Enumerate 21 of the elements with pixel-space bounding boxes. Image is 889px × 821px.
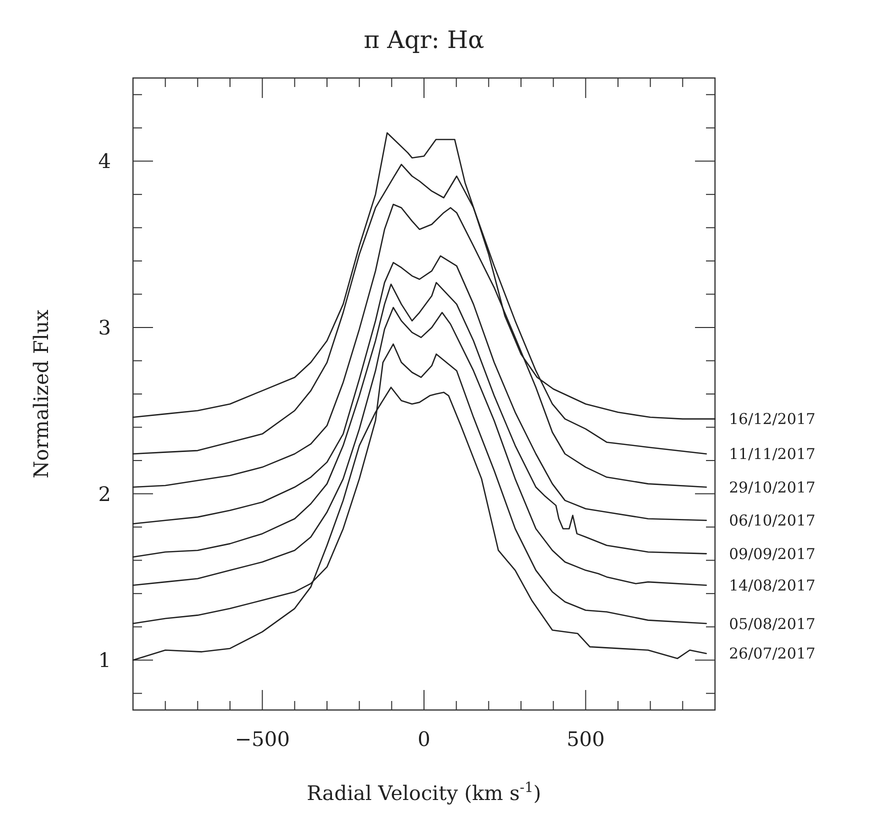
chart-title: π Aqr: Hα: [364, 26, 484, 54]
series-label: 26/07/2017: [729, 644, 816, 663]
series-label: 11/11/2017: [729, 445, 816, 464]
y-tick-label: 1: [98, 648, 111, 672]
y-axis-title: Normalized Flux: [29, 308, 53, 478]
series-label: 05/08/2017: [729, 614, 816, 633]
series-label: 29/10/2017: [729, 478, 816, 496]
y-tick-label: 2: [98, 482, 111, 506]
line-series: [132, 306, 707, 586]
y-tick-label: 4: [98, 149, 111, 174]
x-tick-label: 0: [418, 727, 430, 751]
x-axis-title: Radial Velocity (km s$^{-1}$): [306, 780, 542, 805]
y-tick-label: 3: [98, 315, 111, 340]
line-series: [132, 282, 707, 558]
x-tick-label: −500: [234, 727, 290, 751]
series-label: 06/10/2017: [729, 512, 816, 530]
series-label: 14/08/2017: [729, 576, 816, 595]
series-label: 09/09/2017: [729, 544, 816, 563]
line-series: [132, 255, 707, 524]
x-tick-label: 500: [566, 727, 605, 751]
series-label: 16/12/2017: [729, 410, 816, 428]
